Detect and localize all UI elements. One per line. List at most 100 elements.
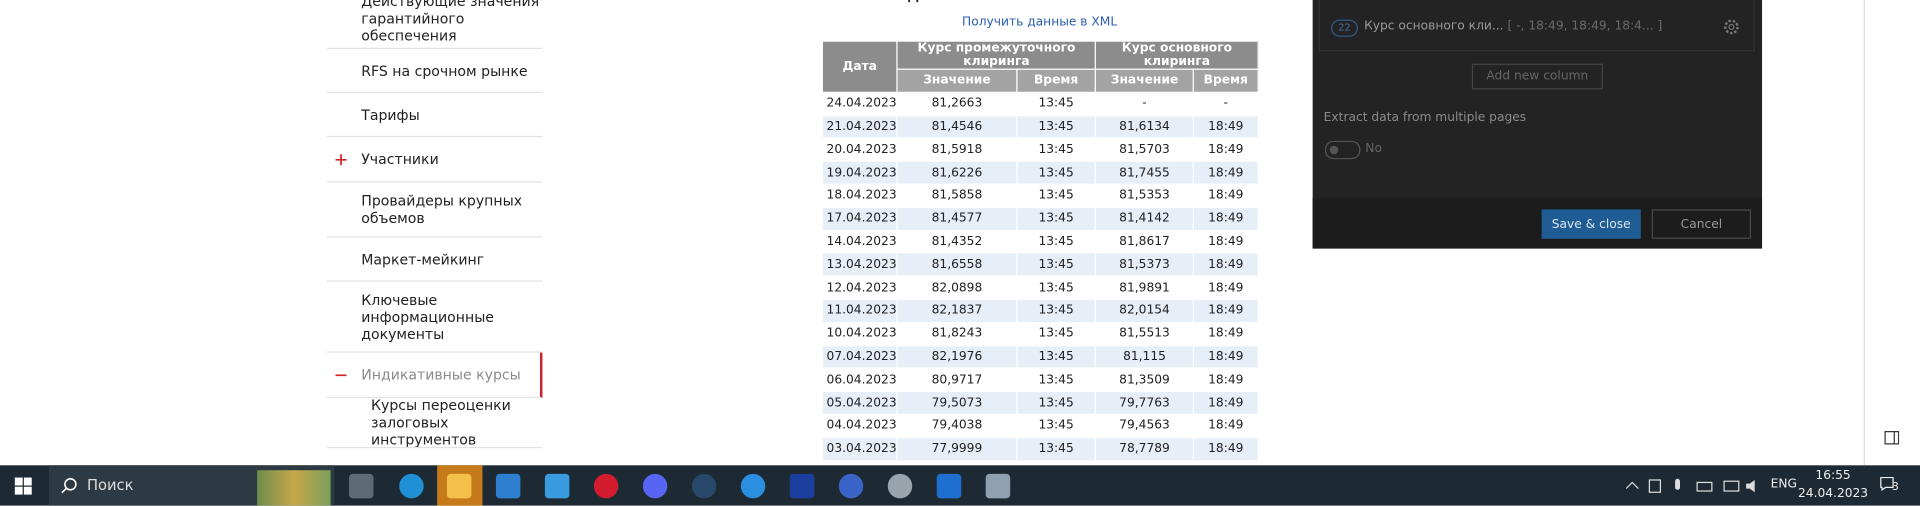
menu-item-label: Действующие значения гарантийного обеспе… <box>361 0 540 44</box>
table-cell: 81,5353 <box>1095 183 1194 208</box>
steam-icon[interactable] <box>691 473 717 499</box>
table-cell: 13:45 <box>1015 137 1097 162</box>
table-cell: 13:45 <box>1015 114 1097 139</box>
table-cell: 07.04.2023 <box>821 344 898 370</box>
table-cell: 13:45 <box>1015 321 1097 346</box>
multi-pages-label: Extract data from multiple pages <box>1323 111 1527 125</box>
table-cell: 18:49 <box>1192 321 1259 346</box>
app-icon[interactable] <box>740 473 766 499</box>
table-cell: 80,9717 <box>896 367 1018 393</box>
heading: Данные с 24.03.2023 по 24.04.2023 <box>822 0 1258 4</box>
menu-item-label: Индикативные курсы <box>361 366 521 384</box>
table-row: 20.04.2023 81,5918 13:45 81,5703 18:49 <box>821 137 1259 162</box>
table-cell: 24.04.2023 <box>821 91 898 116</box>
table-cell: 81,6134 <box>1095 114 1194 139</box>
start-button[interactable] <box>14 477 32 495</box>
table-cell: 11.04.2023 <box>821 298 898 323</box>
menu-item[interactable]: Тарифы <box>326 93 543 138</box>
menu-item-label: Провайдеры крупных объемов <box>361 192 523 227</box>
cancel-button[interactable]: Cancel <box>1651 209 1752 239</box>
language[interactable]: ENG <box>1770 477 1798 492</box>
table-cell: 18:49 <box>1192 390 1259 416</box>
menu-item[interactable]: Маркет-мейкинг <box>326 238 543 282</box>
side-divider <box>1863 0 1865 466</box>
table-cell: 13:45 <box>1015 436 1097 462</box>
scraper-panel: 22 Курс основного кли... [ -, 18:49, 18:… <box>1312 0 1763 249</box>
menu-item[interactable]: Участники <box>326 137 543 183</box>
table-row: 07.04.2023 82,1976 13:45 81,115 18:49 <box>821 344 1259 370</box>
app-icon[interactable] <box>789 473 815 499</box>
header-column: Значение <box>1095 68 1194 93</box>
notification-count: 3 <box>1891 481 1899 494</box>
app-icon[interactable] <box>838 473 864 499</box>
table-cell: 18:49 <box>1192 137 1259 162</box>
table-cell: 81,4352 <box>896 229 1018 254</box>
settings-icon[interactable] <box>1723 18 1740 35</box>
menu-item[interactable]: Провайдеры крупных объемов <box>326 182 543 238</box>
explorer-icon[interactable] <box>446 473 472 499</box>
table-cell: 18:49 <box>1192 160 1259 185</box>
menu-item[interactable]: Индикативные курсы <box>326 352 543 398</box>
table-row: 05.04.2023 79,5073 13:45 79,7763 18:49 <box>821 390 1259 416</box>
table-cell: 81,5858 <box>896 183 1018 208</box>
mail-icon[interactable] <box>544 473 570 499</box>
app-icon[interactable] <box>985 473 1011 499</box>
table-cell: 10.04.2023 <box>821 321 898 346</box>
table-cell: 81,2663 <box>896 91 1018 116</box>
table-cell: 82,1837 <box>896 298 1018 323</box>
save-button[interactable]: Save & close <box>1541 209 1641 239</box>
table-cell: 79,4563 <box>1095 413 1194 439</box>
table-row: 11.04.2023 82,1837 13:45 82,0154 18:49 <box>821 298 1259 323</box>
table-row: 18.04.2023 81,5858 13:45 81,5353 18:49 <box>821 183 1259 208</box>
table-cell: 03.04.2023 <box>821 436 898 462</box>
store-icon[interactable] <box>495 473 521 499</box>
search-text: Поиск <box>86 476 134 494</box>
menu-item-label: Маркет-мейкинг <box>361 250 485 268</box>
table-row: 14.04.2023 81,4352 13:45 81,8617 18:49 <box>821 229 1259 254</box>
discord-icon[interactable] <box>642 473 668 499</box>
expand-icon[interactable] <box>335 154 347 166</box>
table-cell: 81,8243 <box>896 321 1018 346</box>
table-cell: 13:45 <box>1015 252 1097 277</box>
table-cell: 13:45 <box>1015 229 1097 254</box>
menu-item[interactable]: RFS на срочном рынке <box>326 49 543 94</box>
header-column: Время <box>1192 68 1259 93</box>
menu-sub-item[interactable]: Курсы переоценки залоговых инструментов <box>371 396 511 449</box>
add-column-button[interactable]: Add new column <box>1471 63 1603 90</box>
table-cell: 13:45 <box>1015 183 1097 208</box>
menu-item[interactable]: Ключевые информационные документы <box>326 282 543 353</box>
column-preview: [ -, 18:49, 18:49, 18:4... ] <box>1507 19 1663 34</box>
clock-date[interactable]: 24.04.2023 <box>1797 487 1869 501</box>
table-cell: 13:45 <box>1015 91 1097 116</box>
table-cell: 81,6558 <box>896 252 1018 277</box>
edge-icon[interactable] <box>399 473 424 499</box>
app-icon[interactable] <box>887 473 913 499</box>
table-cell: 81,7455 <box>1095 160 1194 185</box>
task-view[interactable] <box>348 473 374 499</box>
header-main: Курс основного клиринга <box>1095 40 1259 70</box>
opera-icon[interactable] <box>593 473 619 499</box>
notification-icon[interactable] <box>1880 476 1895 491</box>
clock-time[interactable]: 16:55 <box>1815 468 1851 483</box>
menu-item-label: RFS на срочном рынке <box>361 61 528 79</box>
table-cell: 18:49 <box>1192 298 1259 323</box>
table-cell: 82,0154 <box>1095 298 1194 323</box>
table-cell: 81,5513 <box>1095 321 1194 346</box>
xml-link[interactable]: Получить данные в XML <box>962 15 1118 30</box>
toggle[interactable] <box>1324 140 1361 160</box>
table-cell: 18:49 <box>1192 183 1259 208</box>
table-cell: 81,4546 <box>896 114 1018 139</box>
search-box[interactable]: Поиск <box>48 465 335 506</box>
menu-item-label: Тарифы <box>361 105 420 124</box>
app-icon[interactable] <box>936 473 962 499</box>
sidebar-toggle-icon[interactable] <box>1884 431 1900 445</box>
menu-item[interactable]: Действующие значения гарантийного обеспе… <box>326 0 543 49</box>
menu-item-label: Ключевые информационные документы <box>361 290 494 343</box>
table-row: 06.04.2023 80,9717 13:45 81,3509 18:49 <box>821 367 1259 393</box>
collapse-icon[interactable] <box>335 370 347 381</box>
table-cell: 79,7763 <box>1095 390 1194 416</box>
table-cell: 17.04.2023 <box>821 206 898 231</box>
table-cell: 81,5703 <box>1095 137 1194 162</box>
